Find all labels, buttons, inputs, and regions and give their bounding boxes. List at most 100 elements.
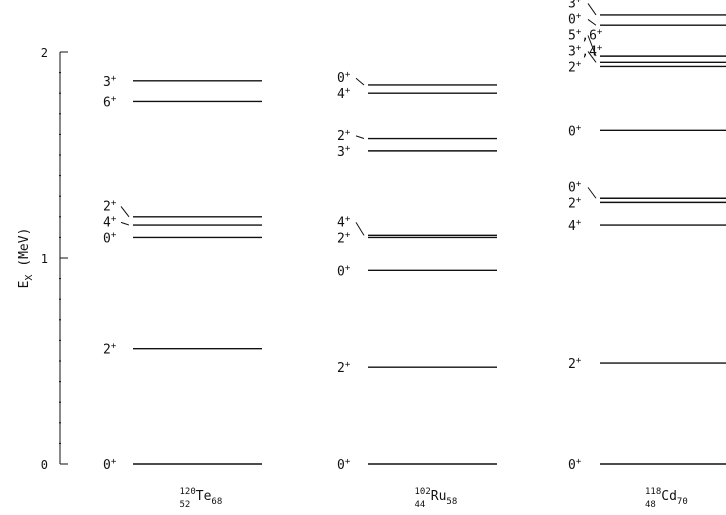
label-connector — [587, 35, 597, 57]
level-label: 2+​ — [337, 360, 351, 376]
level-label-spin: 4 — [103, 215, 111, 230]
level-label-parity: + — [345, 263, 351, 273]
level-label: 0+​ — [337, 70, 351, 86]
level-label: 5+​,6+​ — [568, 27, 603, 43]
level-label-spin: ,6 — [581, 28, 597, 43]
label-connector — [120, 206, 130, 218]
level-label-spin: 3 — [568, 44, 576, 59]
nucleus-columns: 0+​2+​0+​4+​2+​6+​3+​120Te68520+​2+​0+​2… — [103, 0, 726, 510]
nucleus-symbol: Ru — [431, 489, 447, 504]
level-label-spin: 4 — [337, 87, 345, 102]
level-label-parity: + — [111, 342, 117, 352]
nucleus-proton-number: 52 — [180, 500, 191, 510]
level-label-parity: + — [111, 74, 117, 84]
level-label-parity: + — [345, 214, 351, 224]
y-tick-label: 1 — [41, 252, 48, 266]
level-label-parity: + — [345, 144, 351, 154]
level-label-parity: + — [111, 94, 117, 104]
level-label-spin: 0 — [568, 124, 576, 139]
level-label-parity: + — [597, 43, 603, 53]
level-label-spin: 3 — [568, 0, 576, 11]
nucleus-name: 102Ru58 — [415, 487, 458, 507]
level-label-spin: 0 — [337, 71, 345, 86]
nucleus-neutron-number: 58 — [446, 497, 457, 507]
y-axis-label-subscript: X — [24, 275, 35, 281]
level-label: 0+​ — [337, 263, 351, 279]
level-label: 3+​ — [568, 0, 582, 11]
label-connector — [120, 221, 130, 226]
nucleus-column-cd: 0+​2+​4+​2+​0+​0+​2+​3+​,4+​5+​,6+​0+​3+… — [568, 0, 726, 510]
level-label-parity: + — [345, 70, 351, 80]
y-tick-label: 2 — [41, 46, 48, 60]
nucleus-name: 120Te68 — [180, 487, 223, 507]
level-label: 2+​ — [568, 356, 582, 372]
level-label-spin: 0 — [337, 458, 345, 473]
level-label-parity: + — [576, 43, 582, 53]
level-label: 0+​ — [568, 123, 582, 139]
label-connector — [587, 3, 597, 16]
nucleus-proton-number: 48 — [645, 500, 656, 510]
level-label-parity: + — [111, 214, 117, 224]
level-label-parity: + — [345, 360, 351, 370]
level-label-spin: 4 — [568, 219, 576, 234]
level-label-parity: + — [576, 195, 582, 205]
level-label-spin: 2 — [103, 199, 111, 214]
y-tick-label: 0 — [41, 458, 48, 472]
nucleus-symbol: Te — [196, 489, 212, 504]
level-label-parity: + — [576, 11, 582, 21]
level-label-parity: + — [111, 230, 117, 240]
level-label: 3+​,4+​ — [568, 43, 603, 59]
level-label-spin: 0 — [568, 12, 576, 27]
level-label-parity: + — [597, 27, 603, 37]
label-connector — [355, 135, 365, 139]
level-label: 2+​ — [337, 128, 351, 144]
label-connector — [587, 51, 597, 63]
label-connector — [587, 187, 597, 199]
level-label-parity: + — [111, 457, 117, 467]
level-label: 0+​ — [568, 457, 582, 473]
level-label-parity: + — [576, 0, 582, 5]
level-label: 0+​ — [568, 179, 582, 195]
y-axis-label-symbol: E — [17, 281, 32, 289]
level-label-parity: + — [576, 27, 582, 37]
nucleus-mass-number: 120 — [180, 487, 196, 497]
level-label-parity: + — [345, 86, 351, 96]
level-label-spin: 4 — [337, 215, 345, 230]
level-label-spin: 2 — [568, 357, 576, 372]
level-label: 6+​ — [103, 94, 117, 110]
level-label: 4+​ — [337, 214, 351, 230]
level-label-parity: + — [576, 179, 582, 189]
level-label-parity: + — [576, 123, 582, 133]
level-label-parity: + — [576, 218, 582, 228]
level-label-spin: 3 — [337, 145, 345, 160]
level-label: 0+​ — [337, 457, 351, 473]
nucleus-symbol: Cd — [661, 489, 677, 504]
level-label-spin: 0 — [103, 458, 111, 473]
nucleus-name: 118Cd70 — [645, 487, 688, 507]
nucleus-mass-number: 118 — [645, 487, 661, 497]
nucleus-neutron-number: 68 — [211, 497, 222, 507]
level-label-parity: + — [576, 59, 582, 69]
level-label-spin: 0 — [568, 458, 576, 473]
energy-axis: 0 1 2 EX (MeV) — [17, 46, 68, 472]
level-label-spin: 2 — [337, 231, 345, 246]
level-label-parity: + — [111, 198, 117, 208]
level-label: 2+​ — [568, 59, 582, 75]
level-label-spin: 6 — [103, 95, 111, 110]
level-label: 4+​ — [337, 86, 351, 102]
level-label: 2+​ — [568, 195, 582, 211]
level-label-parity: + — [576, 356, 582, 366]
level-label-spin: 2 — [337, 361, 345, 376]
level-label-spin: 2 — [337, 129, 345, 144]
level-label: 2+​ — [337, 230, 351, 246]
y-axis-label-unit: (MeV) — [17, 228, 32, 275]
level-label-spin: 2 — [103, 343, 111, 358]
level-label-parity: + — [345, 128, 351, 138]
level-label-spin: 0 — [337, 264, 345, 279]
nucleus-mass-number: 102 — [415, 487, 431, 497]
level-label-parity: + — [345, 230, 351, 240]
level-label: 2+​ — [103, 198, 117, 214]
